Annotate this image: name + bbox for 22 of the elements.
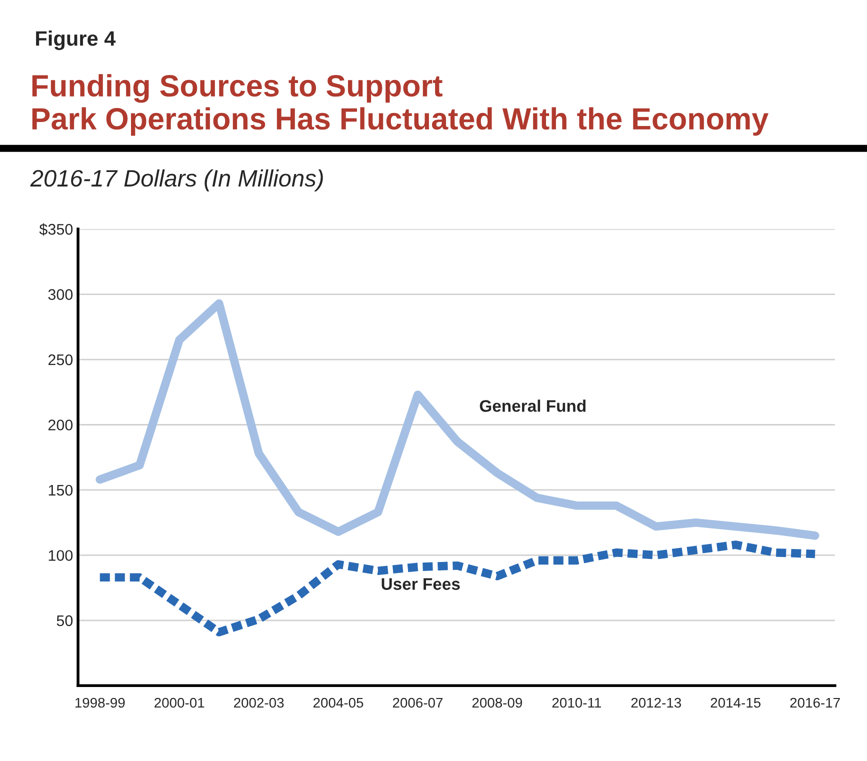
y-tick-label: 200 (48, 420, 73, 430)
x-tick-label: 2016-17 (790, 698, 840, 708)
caption: Figure 4 (36, 30, 116, 50)
series-label: User Fees (382, 578, 460, 590)
x-tick-label: 2000-01 (154, 698, 204, 708)
text: General Fund (480, 400, 586, 412)
chart-subtitle: 2016-17 Dollars (In Millions) (30, 169, 323, 192)
x-tick-label: 2014-15 (710, 698, 760, 708)
x-tick-label: 2010-11 (552, 698, 601, 708)
y-tick-label: 100 (48, 550, 73, 561)
x-tick-label: 2002-03 (234, 698, 284, 708)
x-tick-label: 2004-05 (313, 698, 364, 708)
y-tick-label: 50 (56, 615, 73, 626)
chart-title: Funding Sources to Support Park Operations Has Fluctuated With the Economy (32, 74, 768, 136)
y-tick-label: $350 (39, 223, 73, 236)
x-tick-label: 1998-99 (75, 698, 125, 708)
y-tick-label: 250 (48, 354, 73, 366)
x-tick-label: 2006-07 (392, 698, 443, 708)
y-tick-label: 300 (48, 289, 73, 300)
x-tick-label: 2008-09 (472, 698, 522, 708)
x-tick-label: 2012-13 (631, 698, 682, 708)
y-tick-label: 150 (48, 484, 73, 496)
